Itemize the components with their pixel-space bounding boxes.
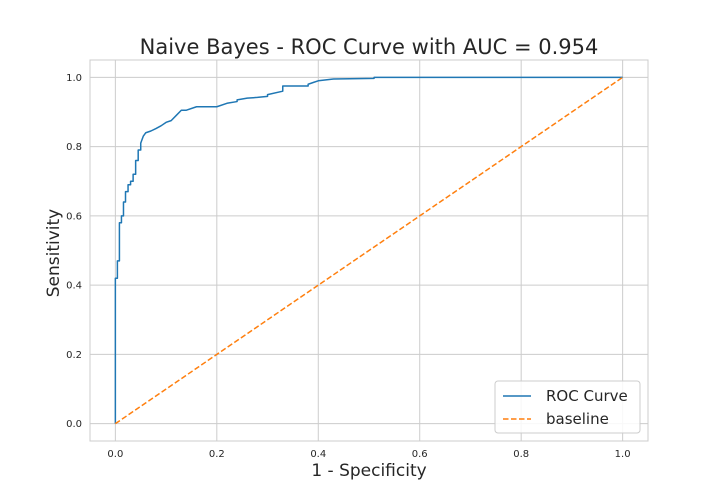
chart-title: Naive Bayes - ROC Curve with AUC = 0.954 <box>140 35 599 59</box>
x-tick-label: 0.6 <box>412 449 428 460</box>
y-axis-label: Sensitivity <box>44 209 64 298</box>
x-tick-label: 0.8 <box>513 449 529 460</box>
y-tick-label: 0.2 <box>66 350 82 361</box>
y-tick-label: 0.6 <box>66 211 82 222</box>
x-axis-label: 1 - Specificity <box>311 461 426 481</box>
series-line-baseline <box>114 76 624 425</box>
legend: ROC Curve baseline <box>494 380 641 434</box>
tick-labels: 0.0 0.2 0.4 0.6 0.8 1.0 0.0 0.2 0.4 0.6 0.8 1.0 <box>66 73 630 460</box>
x-tick-label: 0.0 <box>107 449 123 460</box>
y-tick-label: 0.8 <box>66 142 82 153</box>
y-tick-label: 0.0 <box>66 419 82 430</box>
series-line-roc-curve <box>114 76 623 424</box>
y-tick-label: 0.4 <box>66 281 82 292</box>
legend-label-baseline: baseline <box>546 410 609 428</box>
legend-label-roc-curve: ROC Curve <box>546 387 628 405</box>
legend-box <box>494 380 641 434</box>
x-tick-label: 0.2 <box>209 449 225 460</box>
x-tick-label: 0.4 <box>310 449 326 460</box>
y-tick-label: 1.0 <box>66 73 82 84</box>
series-layer <box>114 76 624 425</box>
x-tick-label: 1.0 <box>615 449 631 460</box>
